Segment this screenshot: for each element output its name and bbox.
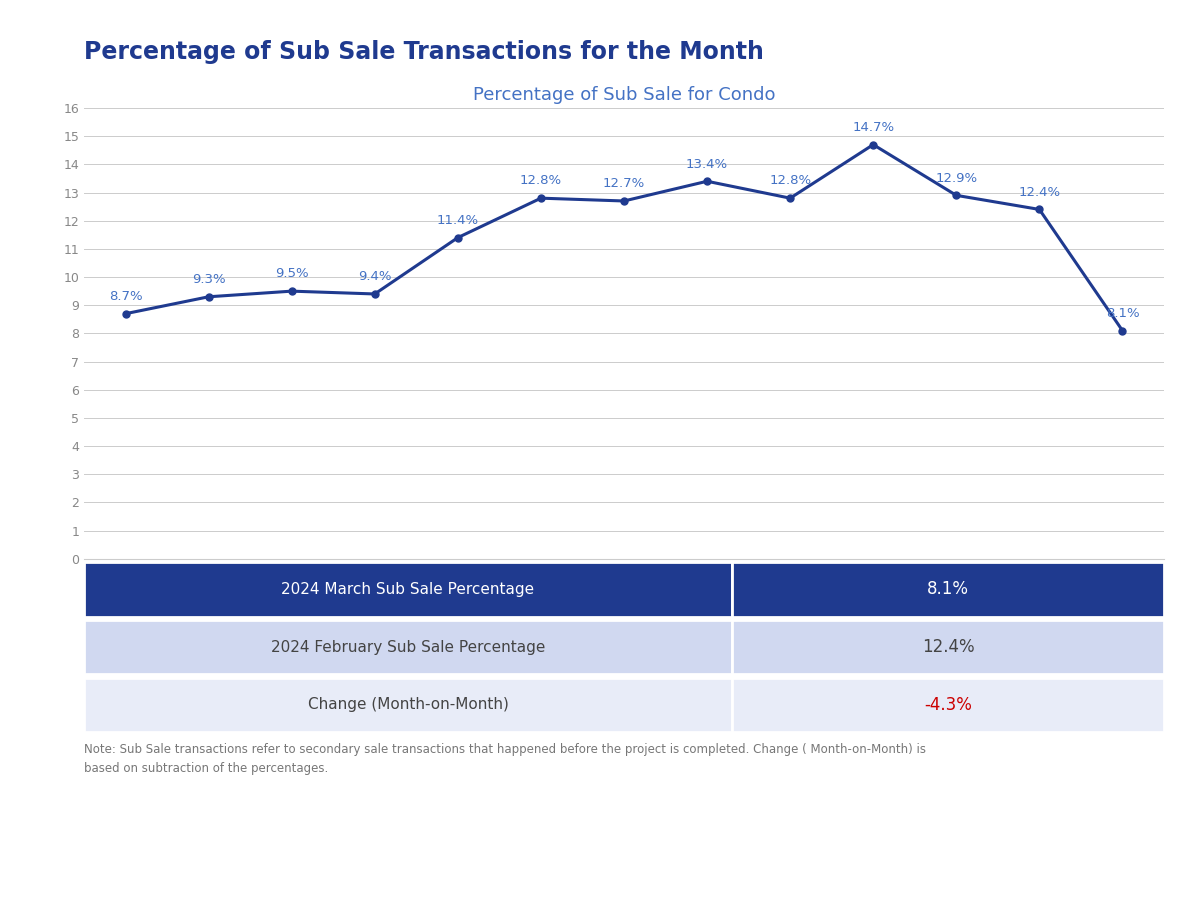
Point (947, 188, 966, 202)
Text: 12.4%: 12.4% (922, 638, 974, 656)
Point (614, 194, 634, 208)
Text: 8.7%: 8.7% (109, 290, 143, 303)
FancyBboxPatch shape (732, 620, 1164, 674)
Text: 12.9%: 12.9% (935, 172, 977, 184)
Point (1030, 202, 1049, 217)
Text: 9.3%: 9.3% (192, 273, 226, 286)
Text: -4.3%: -4.3% (924, 696, 972, 714)
Text: Note: Sub Sale transactions refer to secondary sale transactions that happened b: Note: Sub Sale transactions refer to sec… (84, 742, 926, 775)
Text: 14.7%: 14.7% (852, 121, 894, 134)
Point (532, 191, 551, 205)
Point (449, 230, 468, 245)
FancyBboxPatch shape (84, 620, 732, 674)
Point (282, 284, 301, 298)
FancyBboxPatch shape (732, 678, 1164, 732)
Text: 8.1%: 8.1% (928, 580, 970, 598)
Text: 9.5%: 9.5% (275, 267, 308, 281)
Point (864, 138, 883, 152)
Text: 12.8%: 12.8% (520, 175, 562, 187)
Text: 8.1%: 8.1% (1105, 307, 1139, 320)
Text: 11.4%: 11.4% (437, 214, 479, 227)
Text: 9.4%: 9.4% (358, 270, 391, 284)
Point (365, 287, 384, 302)
Text: 12.7%: 12.7% (602, 177, 646, 190)
FancyBboxPatch shape (84, 678, 732, 732)
Text: Percentage of Sub Sale Transactions for the Month: Percentage of Sub Sale Transactions for … (84, 40, 764, 65)
FancyBboxPatch shape (84, 562, 732, 616)
Text: 12.8%: 12.8% (769, 175, 811, 187)
Point (199, 290, 218, 304)
Text: Change (Month-on-Month): Change (Month-on-Month) (307, 698, 509, 713)
Point (116, 307, 136, 321)
Text: 12.4%: 12.4% (1019, 185, 1061, 199)
FancyBboxPatch shape (732, 562, 1164, 616)
Text: 2024 February Sub Sale Percentage: 2024 February Sub Sale Percentage (271, 640, 545, 654)
Point (1112, 323, 1132, 338)
Text: 13.4%: 13.4% (686, 158, 728, 171)
Text: Percentage of Sub Sale for Condo: Percentage of Sub Sale for Condo (473, 86, 775, 104)
Point (697, 174, 716, 188)
Text: 2024 March Sub Sale Percentage: 2024 March Sub Sale Percentage (282, 582, 534, 597)
Point (780, 191, 799, 205)
